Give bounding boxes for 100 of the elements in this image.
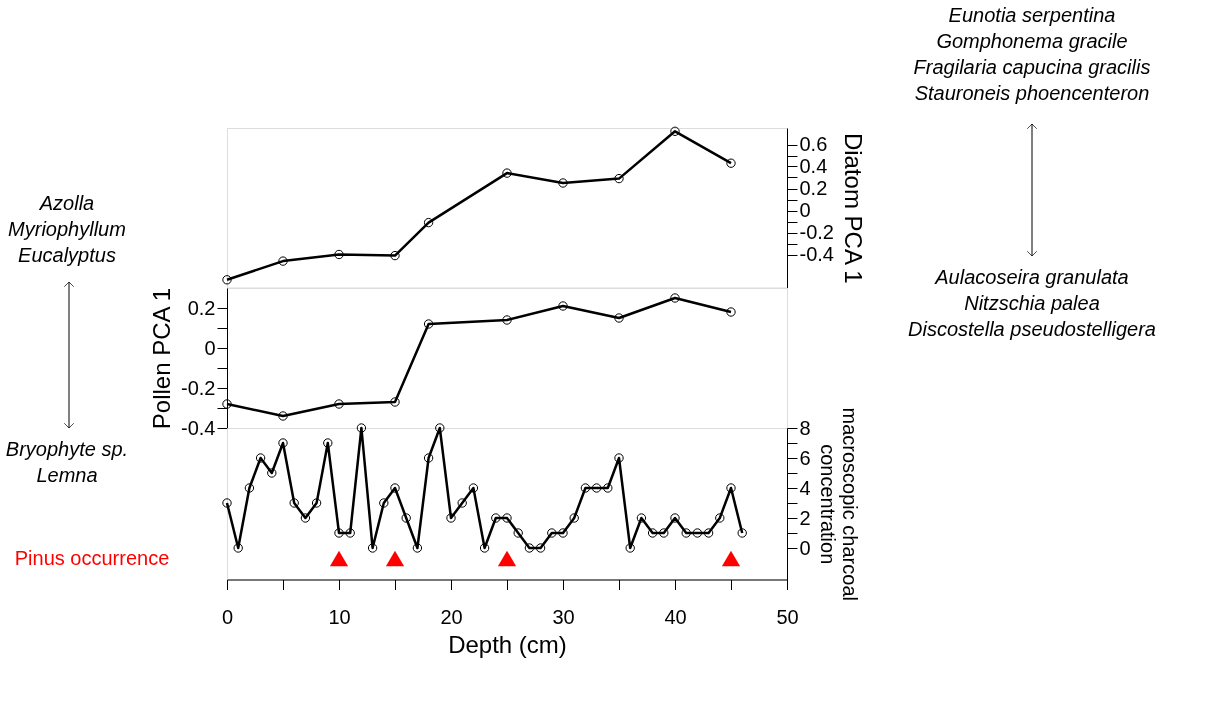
point — [670, 293, 680, 303]
x-axis-title: Depth (cm) — [448, 631, 567, 658]
point — [636, 513, 647, 523]
point — [367, 543, 378, 553]
point — [502, 315, 512, 325]
y2-tick-label: 0.6 — [799, 133, 828, 155]
point — [468, 483, 479, 493]
point — [479, 543, 490, 553]
point — [491, 513, 501, 523]
point — [603, 483, 613, 493]
point — [222, 275, 232, 285]
point — [614, 173, 624, 184]
y-tick-label: 0.2 — [187, 296, 216, 319]
point — [591, 483, 602, 493]
point — [558, 301, 568, 311]
point — [580, 483, 591, 493]
point — [457, 498, 467, 508]
point — [435, 423, 445, 433]
y-tick-label: 0 — [204, 336, 216, 359]
point — [726, 158, 736, 168]
point — [267, 468, 277, 478]
point — [233, 543, 243, 553]
point — [423, 453, 434, 463]
y2-axis-title: Diatom PCA 1 — [839, 132, 867, 284]
y2-tick-label: 6 — [799, 446, 811, 469]
y2-tick-label: 4 — [799, 476, 811, 499]
point — [278, 256, 288, 266]
point — [670, 513, 680, 523]
point — [356, 423, 367, 433]
point — [614, 453, 624, 463]
point — [497, 550, 517, 567]
point — [385, 550, 405, 567]
point — [390, 483, 400, 493]
point — [323, 438, 333, 448]
point — [334, 399, 344, 409]
y2-tick-label: 8 — [799, 416, 811, 439]
x-tick-label: 20 — [440, 606, 463, 628]
point — [278, 411, 288, 421]
text: Eunotia serpentina Gomphonema gracile Fragilaria capucina gracilis Stauroneis phoencenteron — [913, 4, 1151, 104]
y-tick-label: -0.4 — [181, 416, 216, 439]
point — [222, 399, 232, 409]
text: Pinus occurrence — [14, 546, 170, 569]
x-tick-label: 30 — [552, 606, 575, 628]
x-tick-label: 0 — [221, 606, 234, 628]
point — [390, 250, 400, 261]
point — [703, 528, 714, 538]
point — [401, 513, 411, 523]
y-tick-label: -0.2 — [181, 376, 216, 399]
point — [300, 513, 311, 523]
point — [535, 543, 546, 553]
y-axis-title: Pollen PCA 1 — [148, 287, 176, 430]
point — [255, 453, 266, 463]
x-tick-label: 40 — [664, 606, 687, 628]
point — [278, 438, 288, 448]
point — [659, 528, 669, 538]
text: Bryophyte sp. Lemna — [5, 438, 129, 486]
point — [513, 528, 523, 538]
point — [329, 550, 349, 567]
point — [558, 528, 568, 538]
point — [311, 498, 322, 508]
point — [334, 249, 344, 260]
point — [412, 543, 423, 553]
y2-axis-title: macroscopic charcoal concentration — [816, 407, 861, 601]
point — [569, 513, 579, 523]
point — [647, 528, 658, 538]
y2-tick-label: 0.4 — [799, 155, 828, 177]
point — [446, 513, 456, 523]
point — [625, 543, 635, 553]
point — [390, 397, 400, 407]
point — [715, 513, 725, 523]
y2-tick-label: 0 — [799, 199, 811, 221]
point — [524, 543, 535, 553]
point — [558, 178, 568, 188]
point — [721, 550, 741, 567]
point — [681, 528, 691, 538]
point — [547, 528, 557, 538]
x-tick-label: 50 — [776, 606, 799, 628]
point — [502, 513, 512, 523]
point — [423, 217, 434, 228]
x-tick-label: 10 — [328, 606, 351, 628]
text: Aulacoseira granulata Nitzschia palea Discostella pseudostelligera — [908, 266, 1156, 340]
point — [222, 498, 232, 508]
point — [345, 528, 355, 538]
point — [726, 307, 736, 317]
text: Azolla Myriophyllum Eucalyptus — [8, 192, 126, 266]
point — [289, 498, 299, 508]
y2-tick-label: 2 — [799, 506, 811, 529]
point — [726, 483, 736, 493]
y2-tick-label: -0.4 — [799, 243, 834, 265]
point — [737, 528, 747, 538]
y2-tick-label: -0.2 — [799, 221, 834, 243]
point — [334, 528, 344, 538]
point — [614, 313, 624, 323]
point — [502, 168, 512, 178]
point — [379, 498, 389, 508]
point — [670, 126, 680, 136]
point — [244, 483, 255, 493]
y2-tick-label: 0.2 — [799, 177, 828, 199]
y2-tick-label: 0 — [799, 536, 811, 559]
point — [423, 319, 434, 329]
